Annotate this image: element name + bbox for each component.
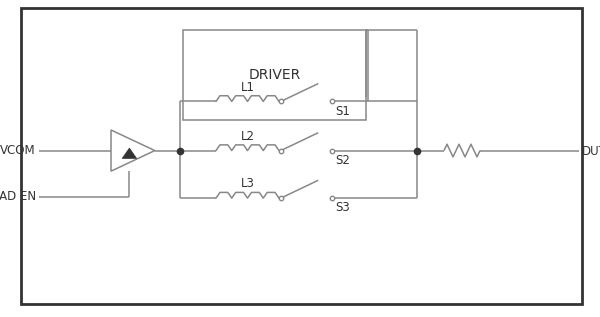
Text: S2: S2 [335, 154, 350, 167]
Text: DUT_: DUT_ [582, 144, 600, 157]
Text: DRIVER: DRIVER [248, 68, 301, 82]
Text: LOAD EN: LOAD EN [0, 190, 36, 203]
Text: L1: L1 [241, 81, 254, 94]
Text: S1: S1 [335, 105, 350, 118]
Bar [183, 30, 366, 120]
Polygon shape [122, 148, 137, 158]
Text: L2: L2 [241, 130, 254, 143]
Text: S3: S3 [335, 201, 350, 214]
Text: VCOM: VCOM [1, 144, 36, 157]
Text: L3: L3 [241, 177, 254, 190]
